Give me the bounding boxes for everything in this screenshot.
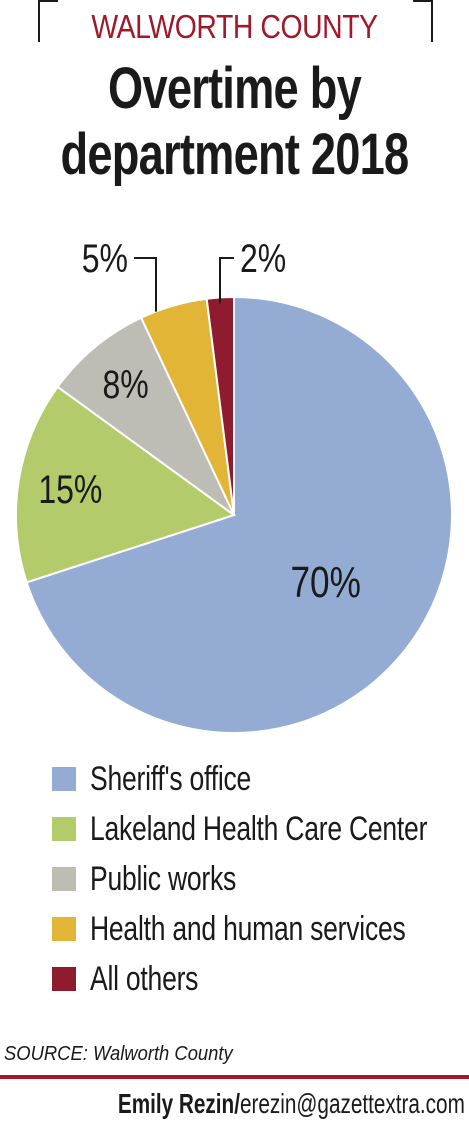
bottom-rule [0, 1075, 469, 1079]
legend-swatch [52, 967, 76, 991]
pie-slice-public-works [56, 316, 235, 516]
legend-label: Lakeland Health Care Center [90, 810, 428, 848]
slice-value-label: 5% [82, 236, 128, 281]
slice-value-label: 15% [38, 467, 102, 512]
legend-swatch [52, 917, 76, 941]
legend-label: Health and human services [90, 910, 406, 948]
legend-label: Sheriff's office [90, 760, 252, 798]
credit-email: erezin@gazettextra.com [240, 1088, 465, 1119]
pie-slice-sheriff-s-office [25, 295, 453, 734]
chart-title: Overtime by department 2018 [52, 56, 418, 188]
slice-value-label: 2% [240, 236, 286, 281]
leader-line [219, 257, 234, 304]
kicker: WALWORTH COUNTY [91, 8, 378, 45]
legend-label: All others [90, 960, 199, 998]
leader-line [134, 257, 157, 312]
legend-swatch [52, 767, 76, 791]
kicker-rule-right [413, 0, 433, 42]
legend-swatch [52, 817, 76, 841]
kicker-rule-left [38, 0, 58, 42]
credit-line: Emily Rezin/erezin@gazettextra.com [118, 1088, 465, 1120]
legend-swatch [52, 867, 76, 891]
source-note: SOURCE: Walworth County [4, 1043, 233, 1065]
slice-value-label: 8% [102, 362, 148, 407]
title-line-2: department 2018 [60, 122, 410, 187]
slice-value-label: 70% [290, 558, 360, 607]
title-line-1: Overtime by [108, 56, 362, 121]
credit-name: Emily Rezin/ [118, 1088, 241, 1119]
legend-label: Public works [90, 860, 237, 898]
pie-slice-lakeland-health-care-center [15, 385, 237, 584]
pie-chart: 70% 15% 8% 5% 2% [15, 236, 453, 734]
